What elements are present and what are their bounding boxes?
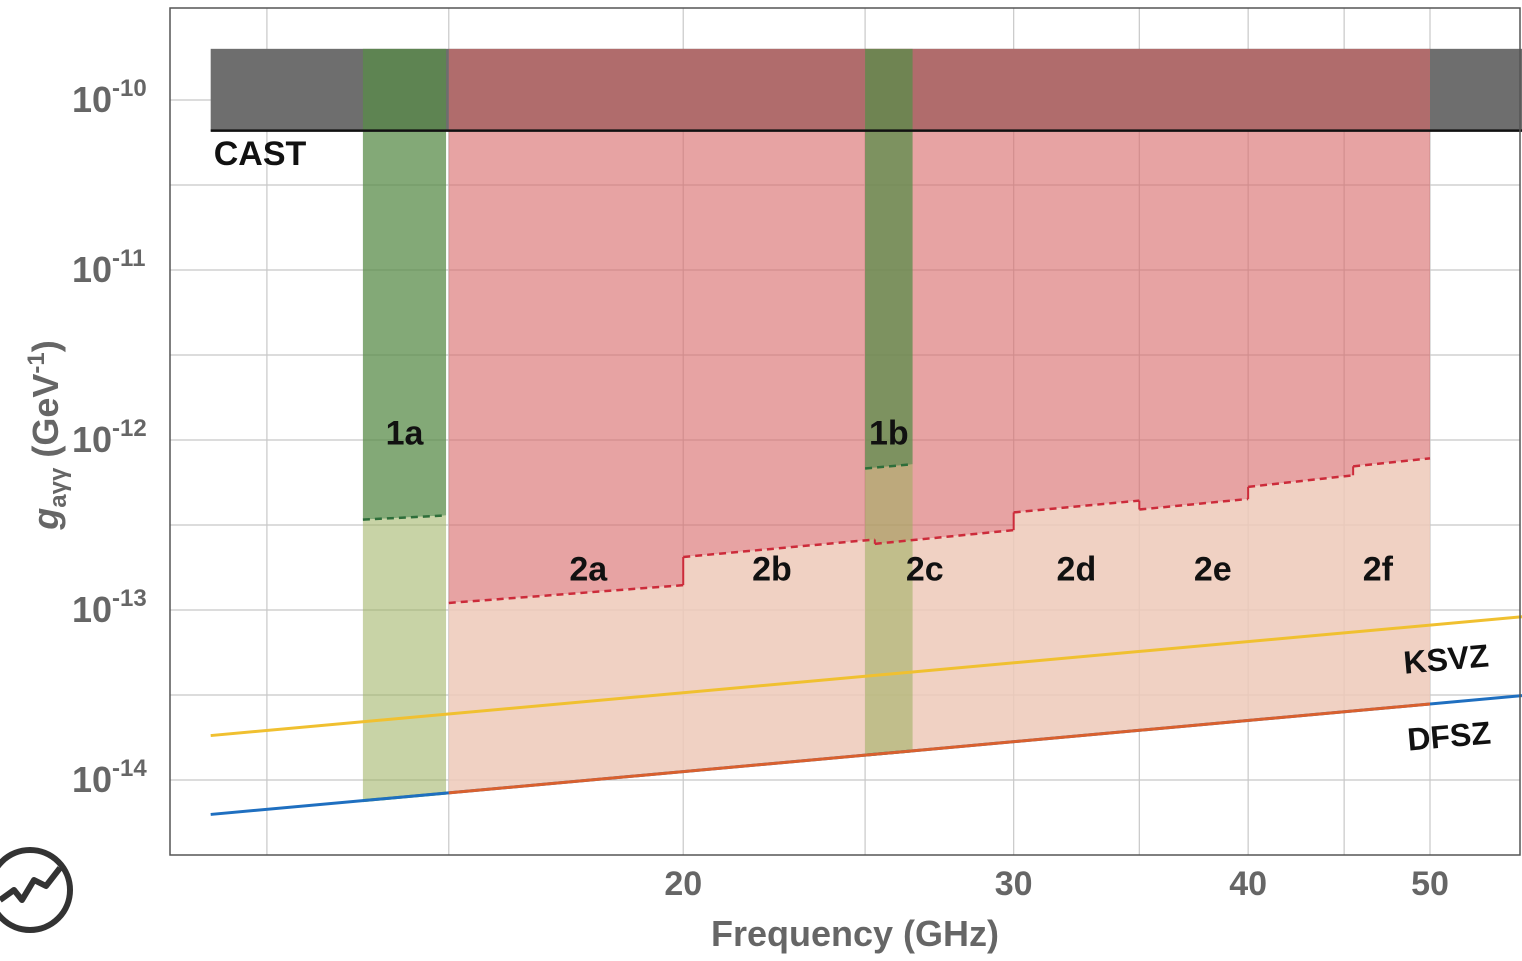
limit-segment-2f_lo bbox=[1248, 474, 1354, 489]
logo-ring bbox=[0, 847, 73, 933]
y-axis-g: g bbox=[25, 508, 66, 531]
green-band-limit-1a bbox=[362, 514, 447, 521]
dfsz-band-line bbox=[448, 702, 1431, 795]
y-tick-label: 10-13 bbox=[72, 585, 147, 630]
red-exclusion-region bbox=[448, 48, 1430, 603]
green-band-lower-1a bbox=[362, 515, 447, 801]
band-label-1b: 1b bbox=[869, 414, 909, 452]
y-axis-superscript: -1 bbox=[23, 352, 50, 373]
x-tick-label: 20 bbox=[664, 865, 702, 903]
green-band-limit-1b bbox=[864, 463, 913, 470]
tick-labels: 20 30 40 50 10-10 10-11 10-12 10-13 10-14 bbox=[72, 75, 1449, 903]
ksvz-label: KSVZ bbox=[1402, 637, 1490, 680]
projected-region bbox=[448, 458, 1430, 793]
limit-segment-2a bbox=[448, 583, 684, 605]
limit-segment-2b bbox=[683, 538, 875, 559]
y-tick-label: 10-14 bbox=[72, 755, 147, 800]
data-lines bbox=[210, 129, 1522, 816]
segment-label-2e: 2e bbox=[1194, 551, 1232, 589]
segment-label-2c: 2c bbox=[906, 551, 944, 589]
green-band-1a bbox=[362, 48, 447, 520]
x-axis-title: Frequency (GHz) bbox=[711, 913, 999, 954]
segment-label-2f: 2f bbox=[1363, 551, 1394, 589]
segment-label-2b: 2b bbox=[752, 551, 792, 589]
y-axis-title: gaγγ (GeV-1) bbox=[23, 340, 72, 530]
cast-label: CAST bbox=[214, 135, 307, 173]
y-axis-unit: (GeV bbox=[25, 374, 66, 468]
limit-segment-2d bbox=[1013, 499, 1140, 514]
plot-border bbox=[169, 7, 1521, 856]
logo-zigzag bbox=[0, 866, 63, 903]
y-tick-label: 10-11 bbox=[72, 245, 145, 290]
fill-regions bbox=[210, 48, 1522, 801]
x-tick-label: 50 bbox=[1411, 865, 1449, 903]
y-tick-label: 10-10 bbox=[72, 75, 147, 120]
ksvz-line bbox=[210, 615, 1522, 738]
x-tick-label: 30 bbox=[995, 865, 1033, 903]
band-label-1a: 1a bbox=[386, 414, 425, 452]
y-tick-label: 10-12 bbox=[72, 415, 147, 460]
segment-label-2a: 2a bbox=[569, 551, 608, 589]
limit-segment-2e bbox=[1139, 497, 1249, 511]
green-band-lower-1b bbox=[865, 464, 913, 756]
plot-frame bbox=[169, 7, 1521, 856]
segment-label-2d: 2d bbox=[1057, 551, 1097, 589]
dfsz-label: DFSZ bbox=[1406, 714, 1492, 757]
limit-segment-2f_hi bbox=[1353, 457, 1431, 468]
y-axis-subscript: aγγ bbox=[45, 467, 72, 508]
x-tick-label: 40 bbox=[1229, 865, 1267, 903]
annotations: CAST 1a 1b 2a 2b 2c 2d 2e 2f KSVZ DFSZ bbox=[214, 135, 1493, 758]
y-axis-close: ) bbox=[25, 340, 66, 352]
logo-icon bbox=[0, 847, 73, 933]
green-band-1b bbox=[865, 48, 913, 469]
